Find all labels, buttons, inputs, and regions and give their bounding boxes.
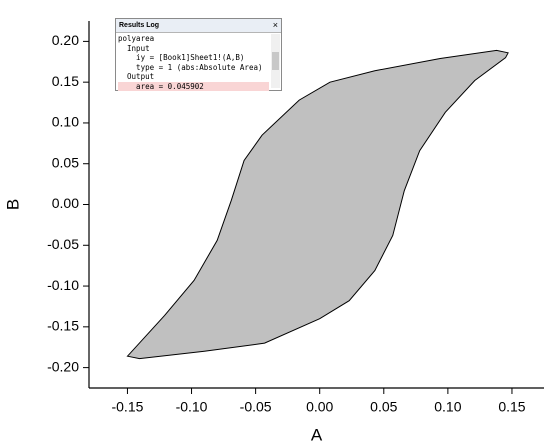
y-tick-label: -0.10 xyxy=(47,277,79,293)
scrollbar-thumb[interactable] xyxy=(272,52,279,70)
y-tick-label: 0.20 xyxy=(52,32,79,48)
close-button[interactable]: × xyxy=(272,20,278,30)
y-tick-label: 0.00 xyxy=(52,195,79,211)
y-tick-label: 0.10 xyxy=(52,114,79,130)
scrollbar[interactable] xyxy=(271,34,280,88)
log-line: Output xyxy=(118,72,155,81)
log-line: type = 1 (abs:Absolute Area) xyxy=(118,62,263,72)
log-line: polyarea xyxy=(118,34,155,43)
y-tick-label: -0.05 xyxy=(47,236,79,252)
y-axis-label: B xyxy=(3,199,22,210)
y-tick-label: 0.05 xyxy=(52,154,79,170)
x-tick-label: 0.10 xyxy=(434,399,461,415)
x-tick-label: -0.10 xyxy=(176,399,208,415)
log-line: iy = [Book1]Sheet1!(A,B) xyxy=(118,53,245,62)
x-tick-label: 0.15 xyxy=(498,399,525,415)
x-tick-label: 0.00 xyxy=(306,399,333,415)
y-tick-label: -0.20 xyxy=(47,358,79,374)
results-log-window: Results Log × polyarea Input iy = [Book1]… xyxy=(115,18,282,91)
window-title-bar: Results Log × xyxy=(116,19,281,33)
window-title: Results Log xyxy=(119,22,160,29)
polygon-area xyxy=(126,49,509,360)
y-tick-label: 0.15 xyxy=(52,73,79,89)
log-line: area = 0.045902 xyxy=(118,81,269,91)
log-line: Input xyxy=(118,43,150,53)
x-axis-label: A xyxy=(311,425,323,444)
x-tick-label: -0.15 xyxy=(111,399,143,415)
log-body: polyarea Input iy = [Book1]Sheet1!(A,B) … xyxy=(118,34,269,91)
y-tick-label: -0.15 xyxy=(47,318,79,334)
x-tick-label: -0.05 xyxy=(240,399,272,415)
x-tick-label: 0.05 xyxy=(370,399,397,415)
